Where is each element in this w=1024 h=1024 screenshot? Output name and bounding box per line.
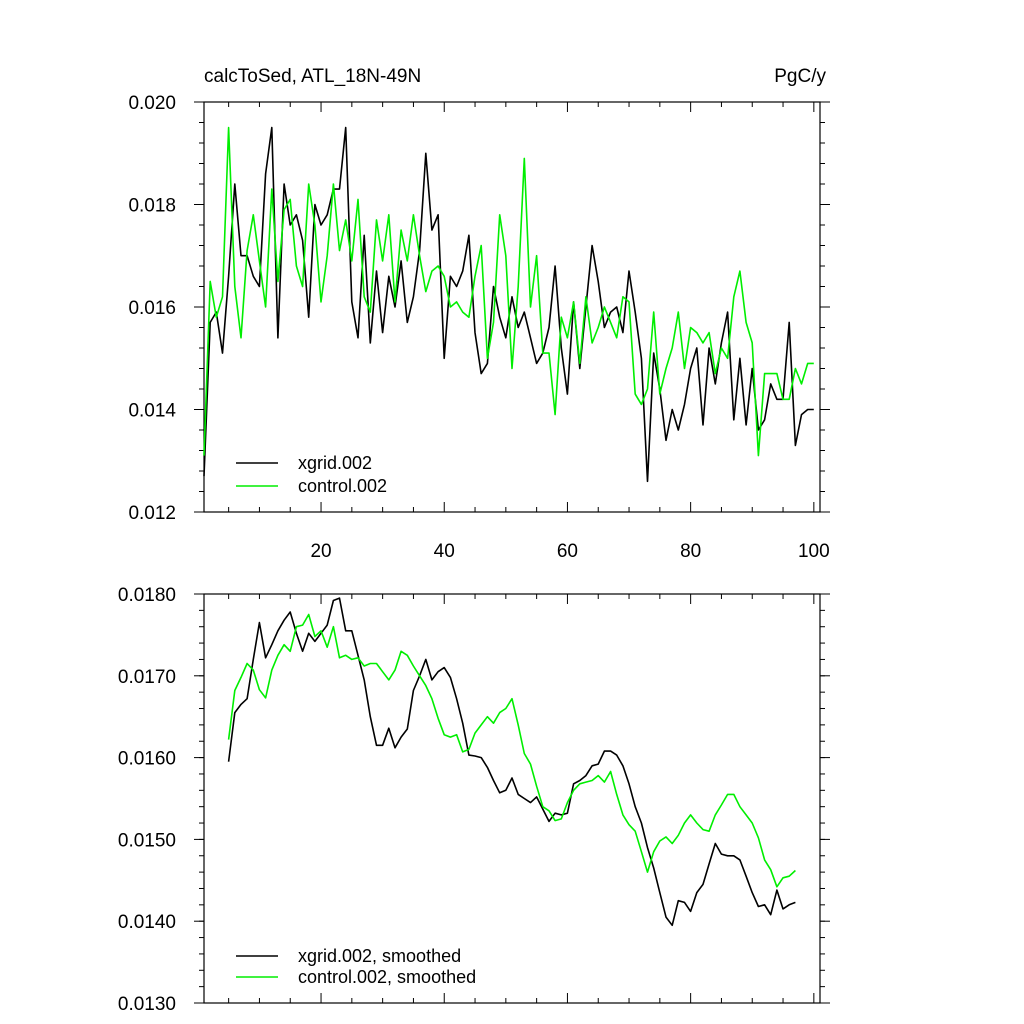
bottom-axes: 0.0130 0.0140 0.0150 0.0160 0.0170 0.0180 bbox=[118, 585, 830, 1015]
x-tick-label: 100 bbox=[798, 541, 830, 562]
series-line-black bbox=[227, 597, 796, 927]
y-tick-label: 0.0170 bbox=[118, 667, 176, 688]
y-tick-label: 0.012 bbox=[128, 503, 176, 524]
x-tick-label: 20 bbox=[310, 541, 331, 562]
x-tick-label: 40 bbox=[434, 541, 455, 562]
series-line-green bbox=[203, 126, 814, 457]
legend-label: xgrid.002, smoothed bbox=[298, 946, 461, 966]
legend-label: control.002 bbox=[298, 476, 387, 496]
x-tick-label: 80 bbox=[680, 541, 701, 562]
x-tick-label: 60 bbox=[557, 541, 578, 562]
series-line-green bbox=[227, 613, 796, 888]
panel-bottom-chart: 0.0130 0.0140 0.0150 0.0160 0.0170 0.0180 xgr… bbox=[118, 585, 830, 1015]
y-tick-label: 0.020 bbox=[128, 93, 176, 114]
plot-frame bbox=[203, 101, 821, 513]
top-axes: 20 40 60 80 100 0.012 0.014 0.016 0.018 0.020 bbox=[128, 93, 830, 562]
y-tick-label: 0.014 bbox=[128, 401, 176, 422]
top-series-lines bbox=[203, 126, 814, 483]
legend-label: xgrid.002 bbox=[298, 453, 372, 473]
legend-label: control.002, smoothed bbox=[298, 967, 476, 987]
y-tick-label: 0.018 bbox=[128, 196, 176, 217]
y-tick-label: 0.0180 bbox=[118, 585, 176, 606]
top-legend: xgrid.002 control.002 bbox=[236, 453, 387, 496]
bottom-series-lines bbox=[227, 597, 796, 927]
panel-top-chart: calcToSed, ATL_18N-49N PgC/y 20 40 60 80 100… bbox=[128, 66, 830, 562]
chart-title: calcToSed, ATL_18N-49N bbox=[204, 66, 421, 87]
plot-frame bbox=[203, 593, 821, 1004]
y-tick-label: 0.0140 bbox=[118, 912, 176, 933]
chart-units: PgC/y bbox=[774, 66, 826, 87]
y-tick-label: 0.0150 bbox=[118, 830, 176, 851]
y-tick-label: 0.016 bbox=[128, 298, 176, 319]
y-tick-label: 0.0130 bbox=[118, 994, 176, 1015]
y-tick-label: 0.0160 bbox=[118, 749, 176, 770]
